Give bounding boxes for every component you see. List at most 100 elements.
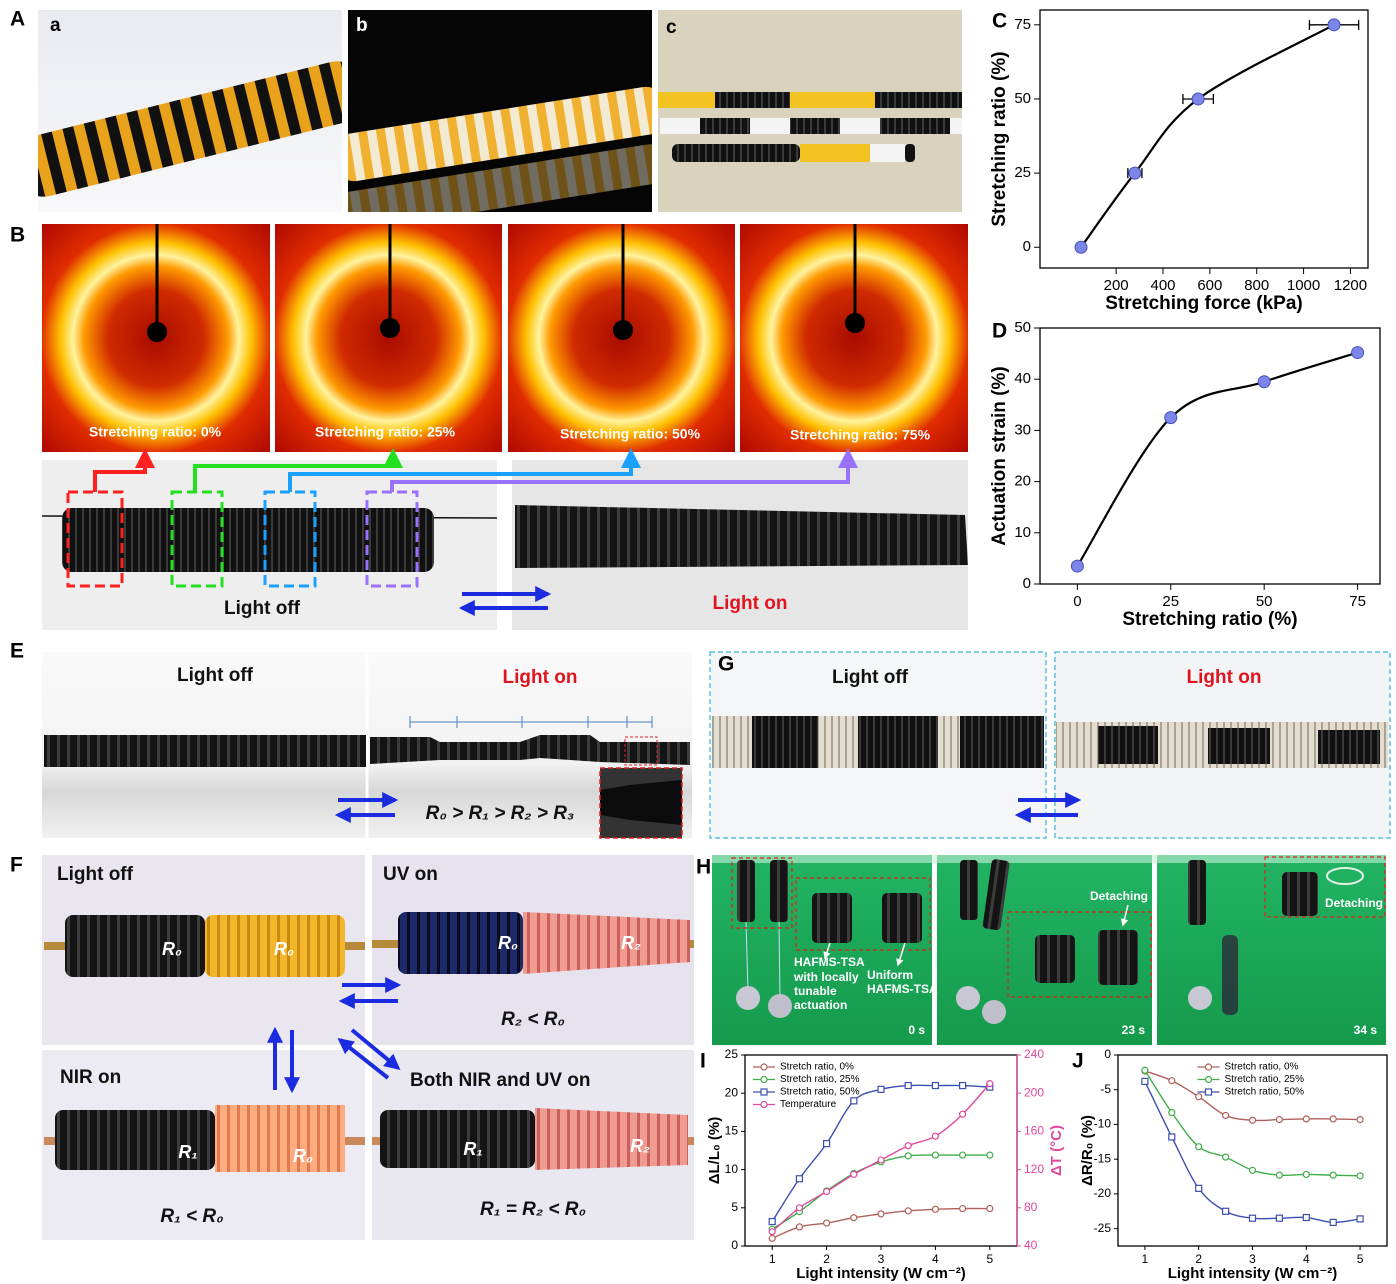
marker bbox=[761, 1077, 767, 1083]
photo-h bbox=[737, 860, 755, 922]
radius-label: R₀ bbox=[293, 1146, 313, 1166]
marker bbox=[1223, 1154, 1229, 1160]
photo-c bbox=[800, 144, 870, 162]
y2-tick-label: 120 bbox=[1024, 1162, 1044, 1176]
photo-g bbox=[710, 652, 1390, 838]
photo-h bbox=[770, 860, 788, 922]
caption: Stretching ratio: 25% bbox=[315, 424, 456, 440]
photo-h bbox=[736, 986, 760, 1010]
y-tick-label: 30 bbox=[1014, 421, 1031, 438]
marker bbox=[960, 1083, 966, 1089]
relation: R₀ > R₁ > R₂ > R₃ bbox=[426, 803, 575, 824]
y-axis-label: ΔR/R₀ (%) bbox=[1079, 1115, 1096, 1186]
y-axis-label: Stretching ratio (%) bbox=[989, 51, 1010, 226]
marker bbox=[1169, 1134, 1175, 1140]
annotation: HAFMS-TSA bbox=[867, 982, 938, 996]
photo-g bbox=[752, 716, 818, 768]
caption: Stretching ratio: 75% bbox=[790, 427, 931, 443]
photo-g bbox=[1208, 728, 1270, 764]
photo-g bbox=[858, 716, 938, 768]
marker bbox=[1165, 412, 1177, 424]
radius-label: R₀ bbox=[498, 933, 518, 953]
state-label: Light on bbox=[1187, 667, 1262, 688]
marker bbox=[1276, 1117, 1282, 1123]
panel-label: B bbox=[10, 224, 25, 247]
state-label: Light off bbox=[177, 665, 254, 686]
y-tick-label: -5 bbox=[1100, 1082, 1111, 1096]
marker bbox=[1196, 1144, 1202, 1150]
marker bbox=[878, 1086, 884, 1092]
diffraction-images bbox=[42, 224, 968, 452]
marker bbox=[905, 1083, 911, 1089]
x-tick-label: 400 bbox=[1150, 277, 1175, 294]
diffraction-images bbox=[380, 318, 400, 338]
page: A a b c B C D E F G H I J Stretching rat… bbox=[0, 0, 1396, 1284]
photo-h bbox=[1188, 986, 1212, 1010]
panel-label: b bbox=[356, 15, 368, 36]
y-tick-label: 25 bbox=[1014, 164, 1031, 181]
annotation: tunable bbox=[794, 984, 837, 998]
marker bbox=[769, 1235, 775, 1241]
marker bbox=[769, 1219, 775, 1225]
diffraction-images bbox=[845, 313, 865, 333]
marker bbox=[1250, 1117, 1256, 1123]
photo-c bbox=[870, 144, 905, 162]
photo-h bbox=[982, 1000, 1006, 1024]
photo-h bbox=[1282, 872, 1318, 916]
marker bbox=[1330, 1172, 1336, 1178]
photo-c bbox=[905, 144, 915, 162]
marker bbox=[761, 1089, 767, 1095]
marker bbox=[851, 1171, 857, 1177]
marker bbox=[1169, 1110, 1175, 1116]
x-tick-label: 2 bbox=[823, 1252, 830, 1266]
marker bbox=[824, 1189, 830, 1195]
marker bbox=[796, 1176, 802, 1182]
marker bbox=[1276, 1215, 1282, 1221]
y-tick-label: 15 bbox=[725, 1124, 739, 1138]
marker bbox=[761, 1064, 767, 1070]
panel-label: D bbox=[992, 320, 1007, 343]
photo-c bbox=[790, 118, 840, 134]
photo-c bbox=[672, 144, 800, 162]
marker bbox=[932, 1083, 938, 1089]
condition-label: NIR on bbox=[60, 1067, 121, 1088]
marker bbox=[824, 1220, 830, 1226]
photo-h bbox=[1188, 860, 1206, 925]
photo-h bbox=[960, 860, 978, 920]
panel-label: H bbox=[696, 856, 711, 879]
y2-axis-label: ΔT (°C) bbox=[1048, 1125, 1065, 1176]
y-tick-label: -10 bbox=[1094, 1117, 1112, 1131]
x-tick-label: 75 bbox=[1349, 593, 1366, 610]
x-tick-label: 1000 bbox=[1287, 277, 1320, 294]
diffraction-images bbox=[147, 322, 167, 342]
panel-label: I bbox=[700, 1050, 706, 1073]
relation: R₁ < R₀ bbox=[160, 1206, 223, 1227]
annotation: Detaching bbox=[1325, 896, 1383, 910]
photo-e bbox=[44, 735, 366, 767]
annotation: Uniform bbox=[867, 968, 913, 982]
x-tick-label: 800 bbox=[1244, 277, 1269, 294]
marker bbox=[960, 1206, 966, 1212]
panel-label: A bbox=[10, 8, 25, 31]
marker bbox=[932, 1152, 938, 1158]
marker bbox=[824, 1141, 830, 1147]
photo-coil bbox=[42, 452, 968, 630]
condition-label: Light off bbox=[57, 864, 134, 885]
photo-b bbox=[328, 10, 671, 234]
photo-c bbox=[875, 92, 962, 108]
figure: A a b c B C D E F G H I J Stretching rat… bbox=[0, 0, 1396, 1284]
marker bbox=[987, 1206, 993, 1212]
legend-label: Stretch ratio, 25% bbox=[780, 1074, 860, 1085]
y-tick-label: 5 bbox=[731, 1200, 738, 1214]
x-axis-label: Light intensity (W cm⁻²) bbox=[796, 1265, 966, 1282]
marker bbox=[1357, 1117, 1363, 1123]
marker bbox=[1196, 1185, 1202, 1191]
marker bbox=[878, 1211, 884, 1217]
panel-label: E bbox=[10, 640, 24, 663]
marker bbox=[761, 1102, 767, 1108]
x-tick-label: 3 bbox=[878, 1252, 885, 1266]
condition-label: Both NIR and UV on bbox=[410, 1070, 590, 1091]
marker bbox=[1330, 1219, 1336, 1225]
legend-label: Stretch ratio, 0% bbox=[1225, 1062, 1299, 1073]
marker bbox=[932, 1133, 938, 1139]
